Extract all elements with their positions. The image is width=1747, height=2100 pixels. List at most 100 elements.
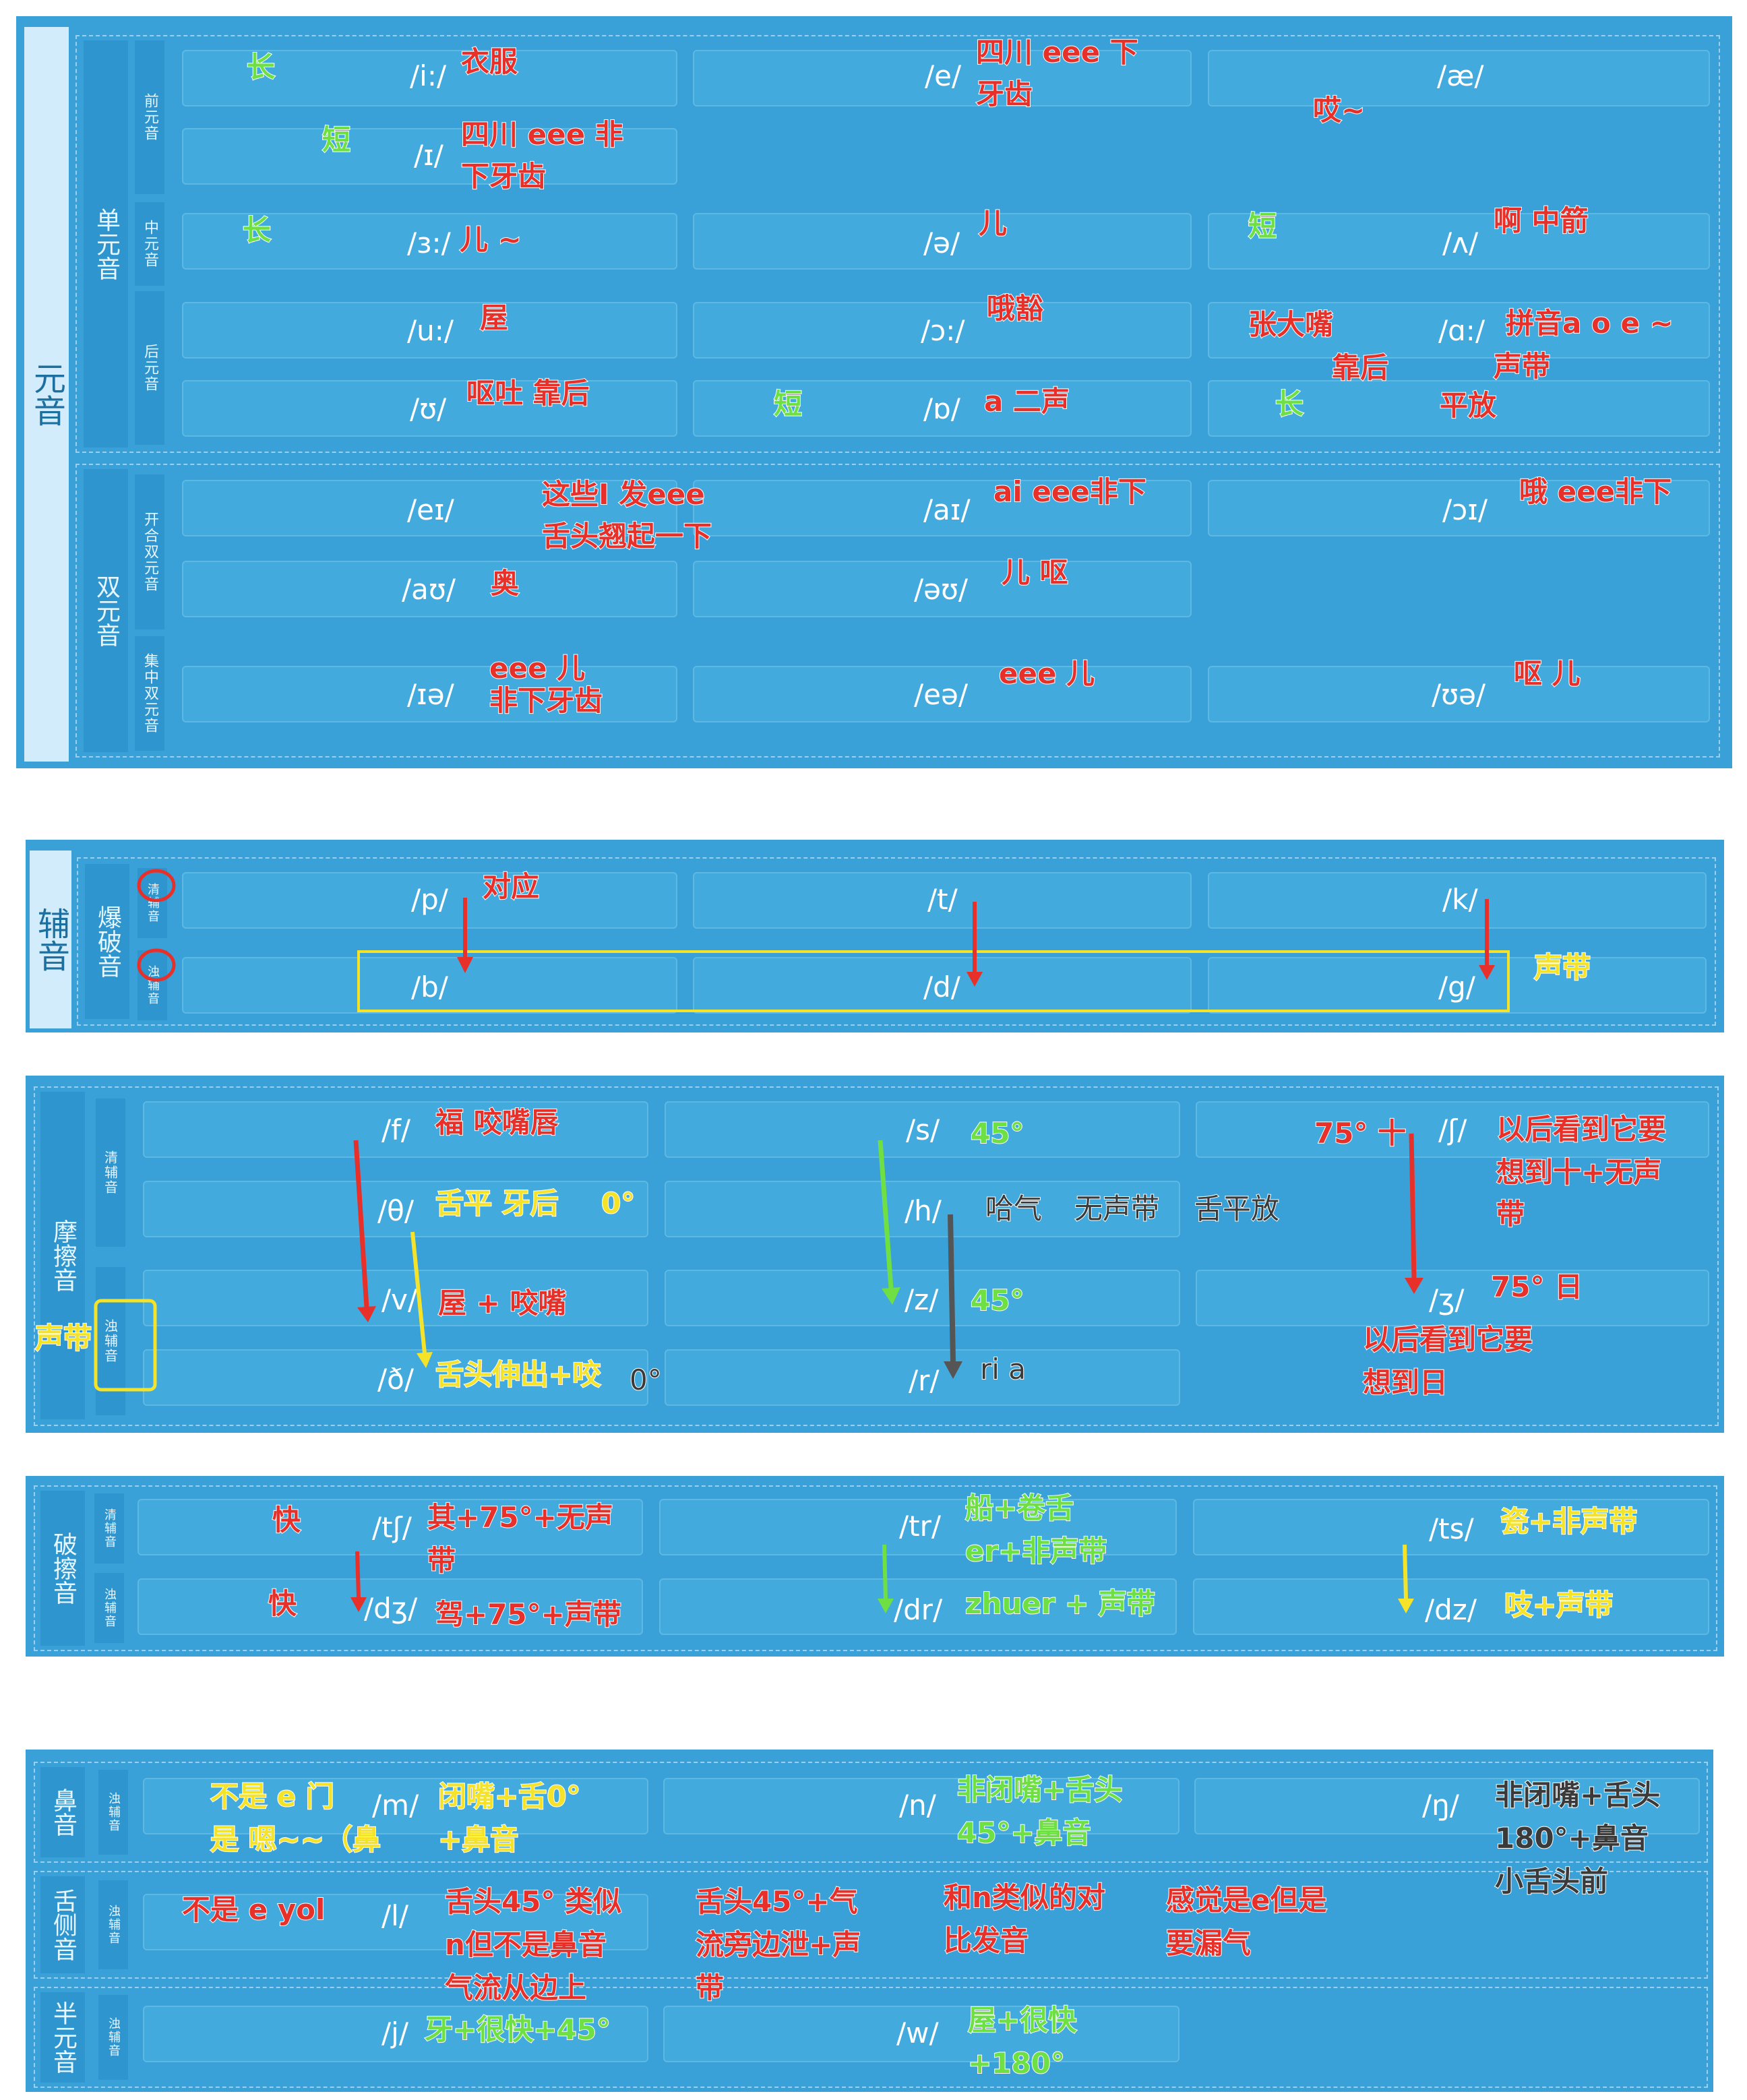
ipa-o-long: /ɔ:/ [921, 314, 965, 347]
ipa-v: /v/ [381, 1283, 418, 1316]
note: n但不是鼻音 [444, 1927, 607, 1962]
cell [1193, 1578, 1709, 1635]
cell [1196, 1270, 1709, 1326]
plosive-group-label: 爆破音 [85, 864, 129, 1019]
note: 拼音a o e ~ [1505, 306, 1674, 340]
ipa-i-short: /ɪ/ [414, 139, 443, 172]
fricative-group-label: 摩擦音 [40, 1092, 85, 1419]
lateral-group-label: 舌侧音 [40, 1876, 85, 1973]
ipa-ou: /əʊ/ [914, 573, 969, 606]
cell [659, 1499, 1177, 1555]
ipa-a-long: /ɑ:/ [1438, 314, 1485, 347]
central-vowel-label: 中元音 [135, 202, 164, 286]
cell [665, 1101, 1180, 1158]
cell [143, 1270, 648, 1326]
note: 非闭嘴+舌头 [956, 1772, 1123, 1807]
note: zhuer + 声带 [964, 1586, 1156, 1621]
cell [182, 380, 677, 437]
ipa-e: /e/ [925, 59, 962, 92]
note: 哦 eee非下 [1519, 474, 1672, 509]
ipa-o-short: /ɒ/ [923, 392, 960, 425]
note: er+非声带 [964, 1534, 1107, 1568]
cell [1208, 872, 1707, 929]
note: 0° [601, 1186, 636, 1221]
note: 短 [1248, 209, 1277, 243]
cell [693, 561, 1192, 617]
note: 气流从边上 [444, 1971, 587, 2005]
cell [693, 380, 1192, 437]
ipa-g: /g/ [1438, 970, 1475, 1003]
note: 75° 日 [1490, 1270, 1583, 1304]
note: 儿 ~ [459, 222, 522, 257]
ipa-w: /w/ [896, 2016, 939, 2049]
note: 舌头45° 类似 [444, 1884, 622, 1919]
note: 平放 [1439, 388, 1497, 423]
ipa-zh: /ʒ/ [1429, 1283, 1465, 1316]
ipa-sh: /ʃ/ [1438, 1113, 1467, 1146]
ipa-b: /b/ [411, 970, 448, 1003]
note: 45° [970, 1283, 1024, 1318]
voiced-label: 浊辅音 [96, 1267, 125, 1415]
note: 短 [773, 387, 803, 421]
affricate-group-label: 破擦音 [40, 1491, 85, 1646]
cell [143, 1101, 648, 1158]
cell [143, 1778, 648, 1834]
ipa-d: /d/ [923, 970, 960, 1003]
note: 45° [970, 1116, 1024, 1150]
note: 和n类似的对 [943, 1880, 1106, 1915]
note: 想到日 [1362, 1365, 1448, 1400]
cell [663, 1778, 1179, 1834]
cell [665, 1349, 1180, 1406]
note: 75° 十 [1314, 1116, 1407, 1150]
note: 以后看到它要 [1362, 1322, 1533, 1357]
ipa-ts: /ts/ [1429, 1512, 1474, 1545]
note: 快 [268, 1586, 297, 1621]
ipa-schwa: /ə/ [923, 226, 960, 259]
note: 牙+很快+45° [424, 2012, 611, 2047]
ipa-m: /m/ [372, 1789, 419, 1822]
ipa-au: /aʊ/ [402, 573, 456, 606]
ipa-tr: /tr/ [899, 1510, 942, 1543]
cell [182, 872, 677, 929]
fricative-block [34, 1086, 1719, 1426]
ipa-ng: /ŋ/ [1422, 1789, 1459, 1822]
cell [182, 128, 677, 185]
plosive-block [77, 857, 1716, 1026]
note: a 二声 [983, 384, 1070, 419]
note: +鼻音 [437, 1822, 519, 1857]
voiced-label: 浊辅音 [98, 1995, 128, 2080]
note: 长 [1275, 387, 1304, 421]
voiced-label: 浊辅音 [98, 1770, 128, 1855]
note: 张大嘴 [1248, 307, 1334, 342]
semivowel-group-label: 半元音 [40, 1992, 85, 2082]
ipa-ch: /tʃ/ [372, 1511, 412, 1544]
note: 舌平 牙后 [435, 1186, 559, 1221]
cell [665, 1270, 1180, 1326]
monophthong-label: 单元音 [84, 40, 128, 447]
closing-diphthong-label: 开合双元音 [135, 474, 164, 629]
ipa-oi: /ɔɪ/ [1442, 493, 1488, 526]
note: 声带 [1493, 349, 1551, 383]
cell [182, 561, 677, 617]
ipa-u-long: /u:/ [407, 314, 454, 347]
cell [659, 1578, 1177, 1635]
note: 45°+鼻音 [956, 1816, 1092, 1850]
note: 短 [321, 123, 351, 157]
diphthong-block [75, 464, 1720, 758]
note: 屋+很快 [967, 2003, 1077, 2037]
ipa-dzh: /dʒ/ [364, 1592, 418, 1625]
note: 船+卷舌 [964, 1491, 1074, 1525]
front-vowel-label: 前元音 [135, 40, 164, 194]
note: 带 [1496, 1197, 1525, 1231]
note: 呕 儿 [1513, 656, 1581, 691]
note: 瓷+非声带 [1500, 1504, 1638, 1539]
note: 非闭嘴+舌头 [1494, 1778, 1661, 1812]
ipa-ai: /aɪ/ [923, 493, 971, 526]
note: 长 [242, 213, 272, 247]
note: +180° [967, 2046, 1066, 2080]
note: 0° [629, 1363, 663, 1397]
voiceless-label: 清辅音 [94, 1493, 124, 1564]
note: 儿 [978, 206, 1008, 241]
voiceless-label: 清辅音 [137, 868, 167, 938]
lateral-block [34, 1871, 1708, 1979]
